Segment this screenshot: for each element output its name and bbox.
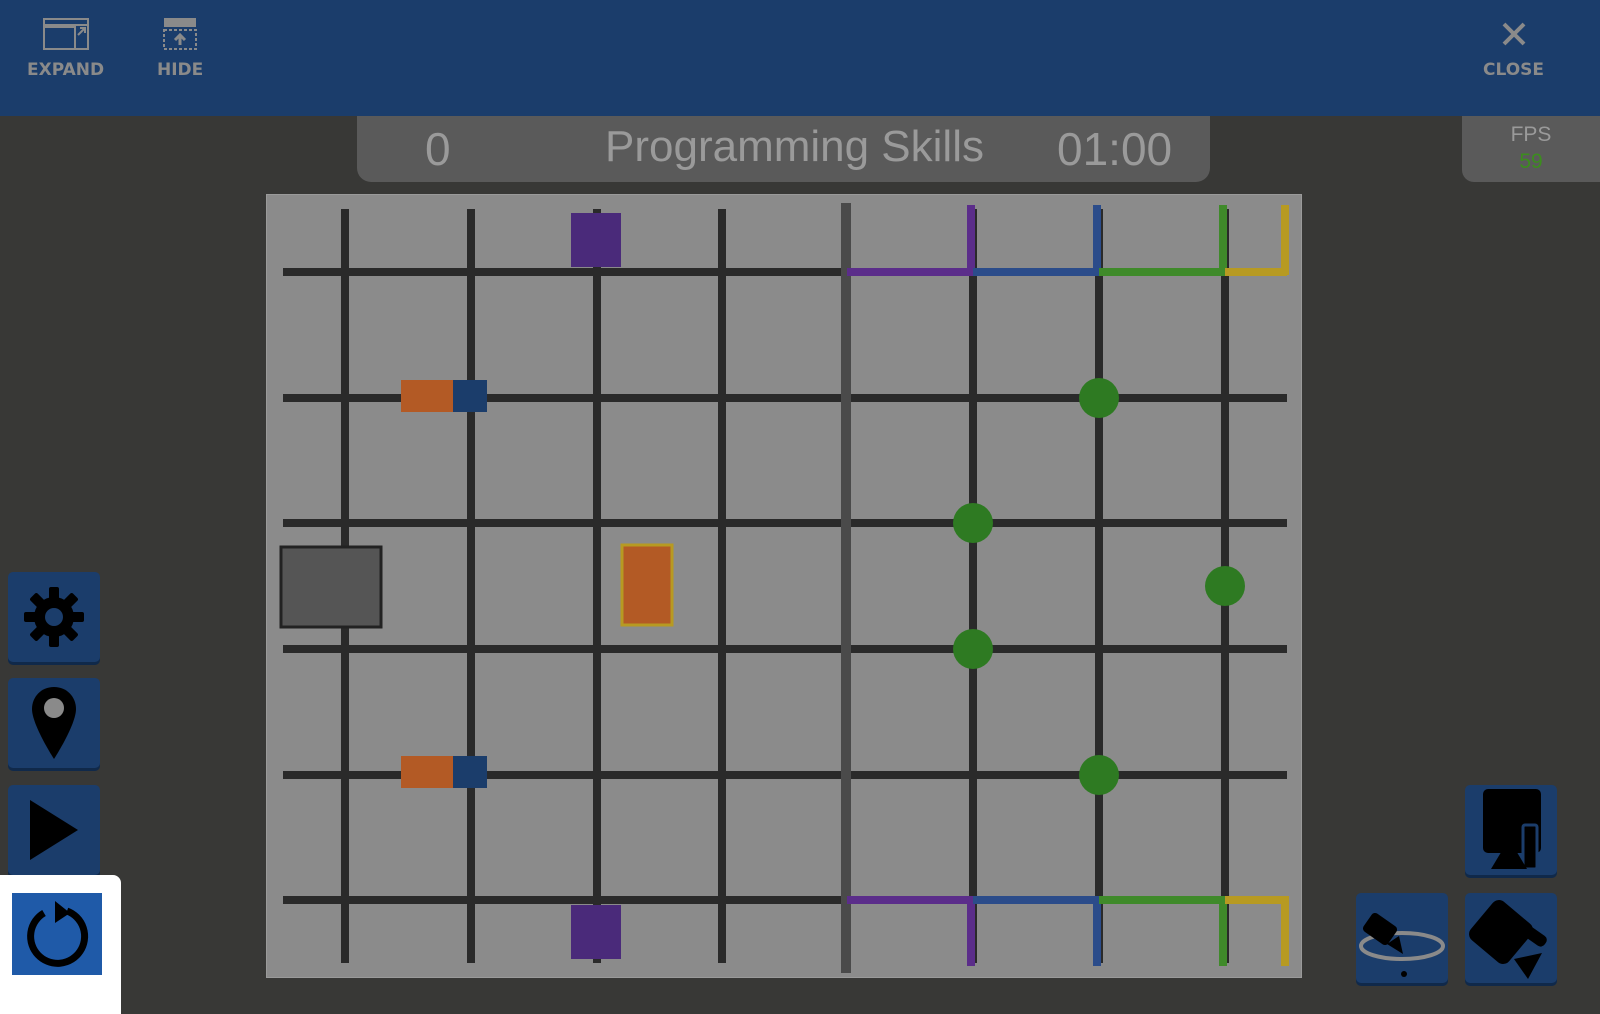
- top-camera-button[interactable]: [1465, 785, 1557, 875]
- green-ball: [953, 629, 993, 669]
- field-line-vertical: [467, 209, 475, 963]
- goal-zone-bottom: [1099, 896, 1225, 904]
- goal-post-top: [1219, 205, 1227, 275]
- gear-icon: [24, 587, 84, 647]
- top-toolbar: EXPAND HIDE CLOSE: [0, 0, 1600, 116]
- goal-post-top: [967, 205, 975, 275]
- hide-label: HIDE: [157, 60, 204, 80]
- orbit-camera-button[interactable]: [1356, 893, 1448, 983]
- field-line-horizontal: [283, 896, 1287, 904]
- angled-camera-icon: [1469, 900, 1547, 979]
- field-line-horizontal: [283, 394, 1287, 402]
- scoreboard: 0 Programming Skills 01:00: [357, 116, 1210, 182]
- reset-button[interactable]: [12, 893, 102, 975]
- goal-zone-bottom: [847, 896, 973, 904]
- hide-button[interactable]: HIDE: [157, 18, 203, 80]
- green-ball: [953, 503, 993, 543]
- fps-label: FPS: [1510, 123, 1552, 146]
- angled-camera-button[interactable]: [1465, 893, 1557, 983]
- goal-post-bottom: [1281, 896, 1289, 966]
- orbit-camera-icon: [1359, 912, 1445, 977]
- goal-zone-top: [1225, 268, 1287, 276]
- field-line-vertical: [593, 209, 601, 963]
- blue-intake: [453, 380, 487, 412]
- location-pin-icon: [32, 687, 76, 759]
- field-line-vertical: [969, 209, 977, 963]
- goal-post-top: [1281, 205, 1289, 275]
- play-icon: [30, 800, 78, 860]
- goal-zone-bottom: [1225, 896, 1287, 904]
- play-button[interactable]: [8, 785, 100, 875]
- mode-title: Programming Skills: [605, 122, 984, 171]
- reset-icon: [27, 901, 89, 967]
- player-robot: [279, 545, 383, 629]
- orange-roller: [401, 756, 453, 788]
- field-line-horizontal: [283, 645, 1287, 653]
- close-label: CLOSE: [1483, 60, 1545, 80]
- orange-stack: [620, 543, 674, 627]
- green-ball: [1079, 755, 1119, 795]
- expand-label: EXPAND: [27, 60, 105, 80]
- field-graphic: [279, 203, 1289, 973]
- goal-zone-top: [973, 268, 1099, 276]
- field-line-vertical: [1095, 209, 1103, 963]
- orange-roller: [401, 380, 453, 412]
- field-line-horizontal: [283, 519, 1287, 527]
- green-ball: [1205, 566, 1245, 606]
- blue-intake: [453, 756, 487, 788]
- center-barrier: [841, 203, 851, 973]
- purple-robot-top: [571, 213, 621, 267]
- settings-button[interactable]: [8, 572, 100, 662]
- top-camera-icon: [1483, 789, 1541, 871]
- expand-icon: [42, 18, 89, 50]
- playing-field[interactable]: [266, 194, 1302, 978]
- hide-icon: [163, 18, 198, 50]
- fps-value: 59: [1519, 150, 1543, 173]
- goal-post-bottom: [1093, 896, 1101, 966]
- goal-zone-top: [847, 268, 973, 276]
- field-line-horizontal: [283, 268, 1287, 276]
- goal-post-bottom: [1219, 896, 1227, 966]
- field-line-horizontal: [283, 771, 1287, 779]
- field-line-vertical: [718, 209, 726, 963]
- purple-robot-bottom: [571, 905, 621, 959]
- timer: 01:00: [1057, 123, 1173, 175]
- goal-post-bottom: [967, 896, 975, 966]
- score-value: 0: [425, 123, 451, 175]
- goal-zone-bottom: [973, 896, 1099, 904]
- goal-zone-top: [1099, 268, 1225, 276]
- close-button[interactable]: CLOSE: [1483, 18, 1544, 80]
- expand-button[interactable]: EXPAND: [27, 18, 104, 80]
- green-ball: [1079, 378, 1119, 418]
- goal-post-top: [1093, 205, 1101, 275]
- close-icon: [1502, 22, 1525, 46]
- position-button[interactable]: [8, 678, 100, 768]
- fps-counter: FPS 59: [1462, 116, 1600, 182]
